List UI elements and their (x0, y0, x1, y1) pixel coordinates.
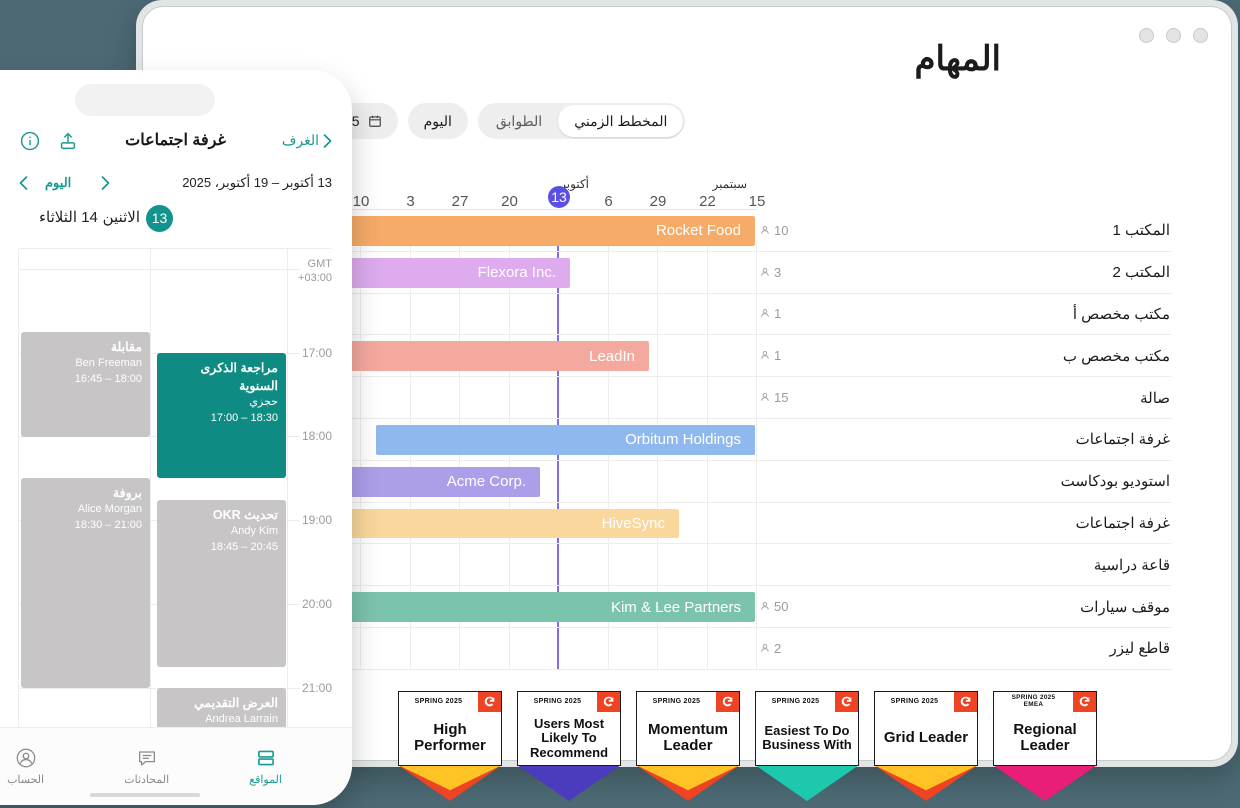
svg-text:2: 2 (731, 696, 733, 701)
svg-text:2: 2 (493, 696, 495, 701)
svg-text:2: 2 (969, 696, 971, 701)
svg-text:2: 2 (1088, 696, 1090, 701)
svg-text:2: 2 (850, 696, 852, 701)
svg-text:2: 2 (612, 696, 614, 701)
